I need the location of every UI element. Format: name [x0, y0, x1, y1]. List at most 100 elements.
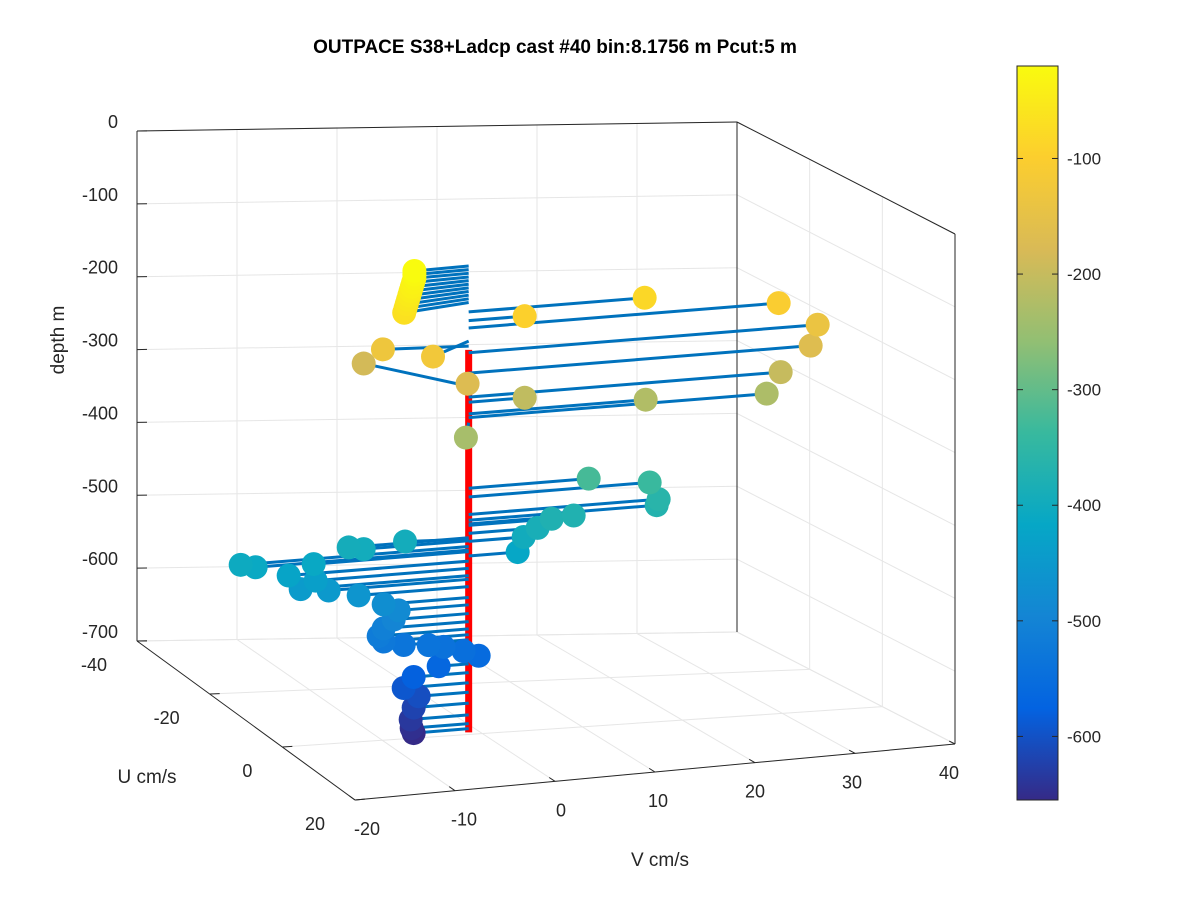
y-axis-label: U cm/s [117, 767, 176, 788]
x-tick-label: 10 [648, 791, 668, 811]
velocity-point [637, 470, 662, 495]
velocity-vector [358, 585, 469, 597]
velocity-point [576, 466, 601, 491]
x-tick [748, 758, 756, 764]
velocity-point [453, 425, 478, 450]
x-tick [648, 767, 656, 773]
velocity-vector [468, 323, 818, 355]
velocity-point [754, 381, 779, 406]
velocity-point [371, 592, 396, 617]
z-axis-label: depth m [48, 306, 69, 375]
velocity-vector [468, 398, 646, 416]
chart-title: OUTPACE S38+Ladcp cast #40 bin:8.1756 m … [313, 37, 797, 58]
z-tick-label: -500 [82, 476, 118, 496]
velocity-vector [363, 362, 469, 388]
grid-line [236, 639, 456, 792]
velocity-point [768, 360, 793, 385]
box-edge [736, 121, 956, 235]
velocity-point [402, 258, 427, 283]
velocity-point [336, 535, 361, 560]
grid-line [136, 194, 738, 205]
x-tick-label: -20 [354, 819, 380, 839]
z-tick-label: 0 [108, 112, 118, 132]
colorbar-tick-label: -600 [1067, 727, 1101, 746]
velocity-heads [228, 258, 830, 746]
velocity-vector [468, 477, 589, 490]
z-tick-label: -100 [82, 185, 118, 205]
grid-line [736, 194, 956, 308]
y-tick-label: 20 [305, 814, 325, 834]
velocity-vector [468, 497, 659, 516]
velocity-point [401, 664, 426, 689]
y-tick [282, 745, 293, 748]
z-tick-label: -300 [82, 331, 118, 351]
grid-line [136, 412, 738, 423]
y-tick-label: 0 [242, 761, 252, 781]
grid-line [282, 706, 883, 748]
velocity-point [426, 654, 451, 679]
velocity-vector [468, 480, 650, 499]
velocity-point [421, 344, 446, 369]
x-tick [848, 749, 856, 754]
z-tick-label: -400 [82, 403, 118, 423]
x-tick-label: -10 [451, 810, 477, 830]
velocity-point [451, 639, 476, 664]
x-tick [548, 777, 556, 782]
colorbar-tick-label: -200 [1067, 265, 1101, 284]
grid-line [736, 267, 956, 381]
colorbar: -100 -200 -300 -400 -500 -600 [1016, 65, 1101, 801]
velocity-point [455, 371, 480, 396]
grid-line [736, 631, 956, 745]
colorbar-tick-label: -500 [1067, 612, 1101, 631]
velocity-vector [468, 296, 645, 314]
x-tick [448, 786, 456, 792]
colorbar-gradient [1017, 66, 1058, 800]
z-tick-label: -200 [82, 258, 118, 278]
velocity-point [416, 633, 441, 658]
y-tick [354, 798, 366, 801]
grid-line [136, 340, 738, 351]
y-axis-line [136, 640, 356, 801]
velocity-point [512, 304, 537, 329]
x-tick-label: 30 [842, 772, 862, 792]
velocity-point [561, 503, 586, 528]
z-tick-label: -600 [82, 549, 118, 569]
x-tick [948, 740, 956, 745]
x-tick-label: 0 [556, 800, 566, 820]
velocity-point [805, 312, 830, 337]
velocity-point [539, 506, 564, 531]
grid-line [736, 340, 956, 454]
x-axis-label: V cm/s [631, 850, 689, 871]
colorbar-tick-label: -300 [1067, 381, 1101, 400]
grid-line [736, 485, 956, 599]
axes-3d [136, 121, 956, 801]
velocity-point [632, 285, 657, 310]
colorbar-tick-label: -100 [1067, 149, 1101, 168]
axis-tick-labels: -20 -10 0 10 20 30 40-40-200200-100-200-300-40… [81, 112, 959, 839]
velocity-point [766, 291, 791, 316]
velocity-point [346, 583, 371, 608]
box-edge [136, 121, 738, 132]
grid-line [736, 412, 956, 526]
velocity-point [351, 351, 376, 376]
velocity-point [228, 552, 253, 577]
velocity-point [633, 387, 658, 412]
y-tick-label: -20 [154, 708, 180, 728]
velocity-vector [315, 566, 469, 583]
grid-line [636, 633, 856, 754]
x-tick [348, 795, 356, 801]
velocity-vectors [240, 264, 818, 735]
velocity-point [512, 385, 537, 410]
z-tick-label: -700 [82, 622, 118, 642]
grid-line [136, 485, 738, 496]
velocity-point [301, 552, 326, 577]
grid-line [336, 637, 556, 782]
y-tick-label: -40 [81, 655, 107, 675]
velocity-point [370, 337, 395, 362]
velocity-point [798, 333, 823, 358]
velocity-point [276, 563, 301, 588]
grid-line [209, 668, 810, 695]
velocity-vector [468, 392, 767, 420]
x-tick-label: 40 [939, 763, 959, 783]
